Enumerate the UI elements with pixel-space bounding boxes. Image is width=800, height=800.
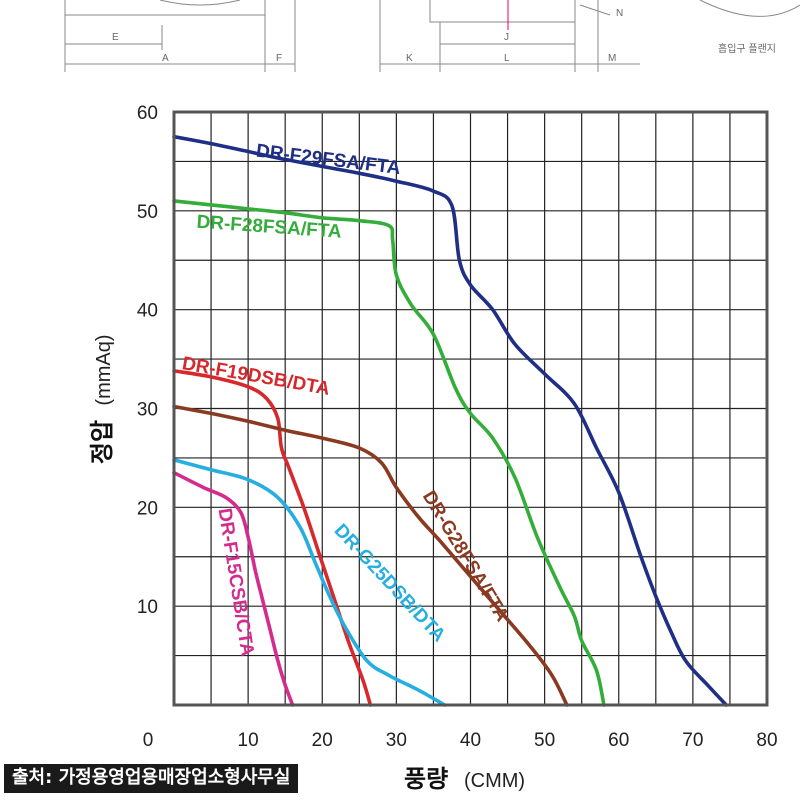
x-tick-label: 30 — [386, 730, 407, 751]
x-tick-label: 70 — [682, 730, 703, 751]
y-tick-label: 20 — [137, 498, 158, 519]
x-tick-label: 20 — [312, 730, 333, 751]
y-axis-title: 정압 (mmAq) — [88, 334, 116, 464]
dim-label-a: A — [162, 53, 169, 64]
y-tick-label: 40 — [137, 301, 158, 322]
y-tick-label: 30 — [137, 400, 158, 421]
plot-frame — [172, 110, 769, 707]
x-tick-labels: 0 10 20 30 40 50 60 70 80 — [143, 730, 778, 751]
dim-label-l: L — [504, 53, 510, 64]
y-tick-label: 60 — [137, 103, 158, 124]
dim-label-k: K — [406, 53, 413, 64]
series-line-5 — [172, 470, 295, 707]
y-tick-labels: 10 20 30 40 50 60 — [137, 103, 158, 618]
series-line-1 — [172, 199, 606, 707]
dim-label-n: N — [616, 8, 623, 19]
series-line-4 — [172, 458, 447, 707]
x-axis-label: 풍량 — [404, 765, 448, 793]
series-label-5: DR-F15CSB/CTA — [214, 507, 258, 658]
dim-label-f: F — [276, 53, 282, 64]
x-tick-label: 60 — [608, 730, 629, 751]
x-tick-label: 40 — [460, 730, 481, 751]
technical-drawing-strip — [64, 0, 800, 72]
x-tick-label: 80 — [756, 730, 777, 751]
dim-label-j: J — [504, 32, 509, 43]
series-line-3 — [172, 404, 569, 707]
series-line-2 — [172, 369, 373, 707]
x-axis-unit: (CMM) — [464, 770, 525, 792]
dim-label-e: E — [112, 32, 119, 43]
series-line-0 — [172, 134, 728, 707]
chart-grid — [174, 112, 767, 705]
y-axis-unit: (mmAq) — [93, 334, 115, 405]
series-label-2: DR-F19DSB/DTA — [181, 353, 332, 400]
series-label-0: DR-F29FSA/FTA — [255, 141, 402, 180]
series-label-4: DR-G25DSB/DTA — [330, 520, 450, 646]
y-tick-label: 10 — [137, 597, 158, 618]
drawing-caption: 흡입구 플랜지 — [718, 42, 776, 55]
y-tick-label: 50 — [137, 202, 158, 223]
x-tick-label: 50 — [534, 730, 555, 751]
y-axis-label: 정압 — [88, 420, 116, 464]
x-tick-label: 10 — [238, 730, 259, 751]
x-tick-label: 0 — [143, 730, 154, 751]
series-layer — [172, 134, 728, 707]
dim-label-m: M — [608, 53, 616, 64]
source-caption: 출처: 가정용영업용매장업소형사무실 — [4, 764, 299, 793]
